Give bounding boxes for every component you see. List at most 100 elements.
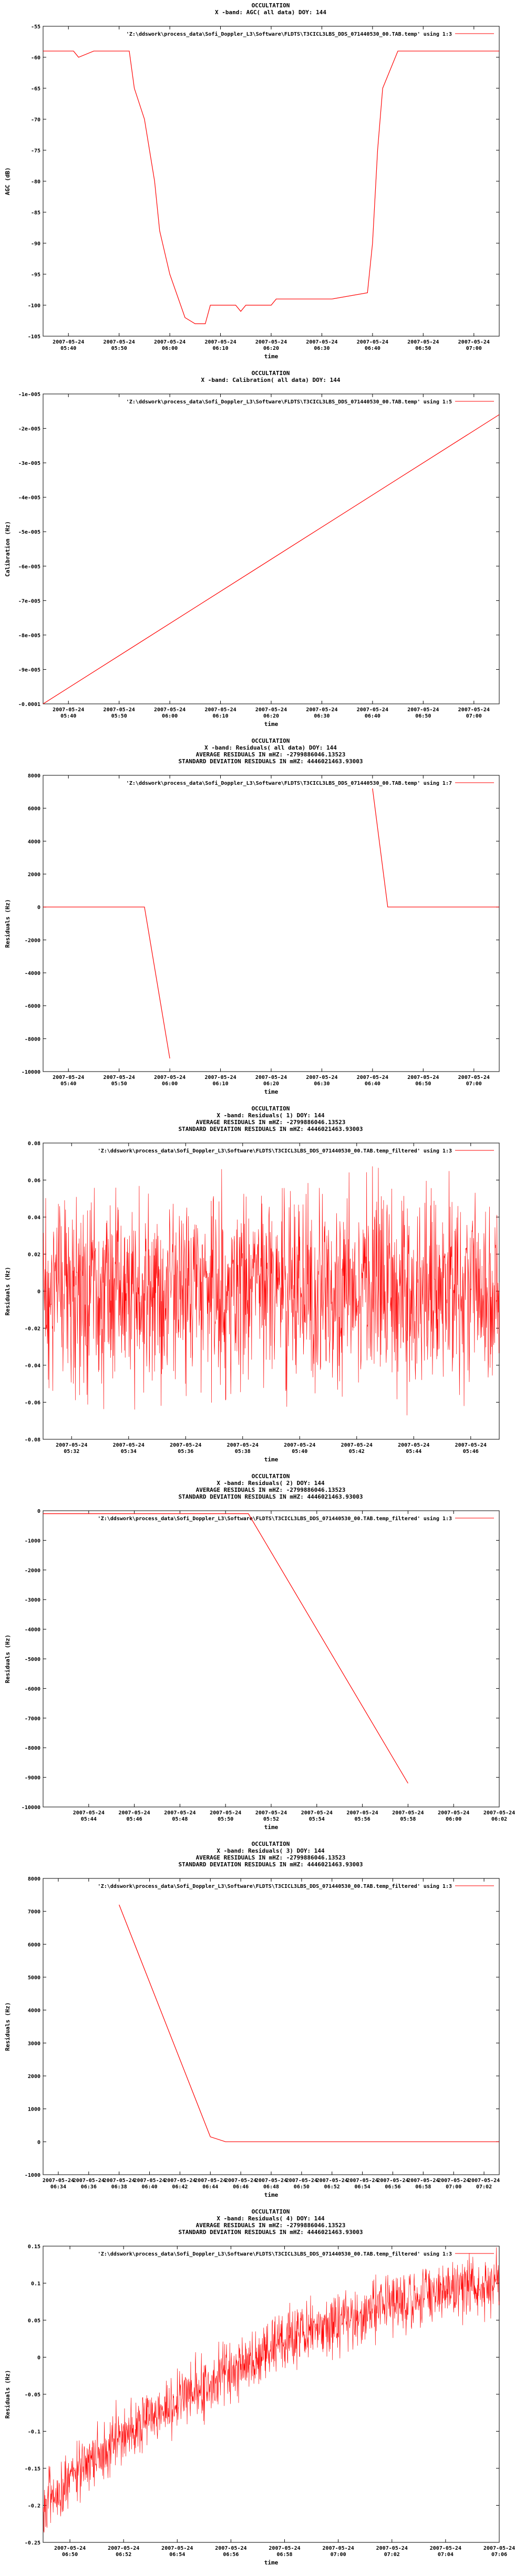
x-tick-label: 2007-05-24 <box>438 1810 469 1816</box>
x-axis-label: time <box>264 1824 279 1831</box>
legend-label: 'Z:\ddswork\process_data\Sofi_Doppler_L3… <box>126 780 452 786</box>
y-tick-label: 2000 <box>28 872 40 878</box>
chart-subtitle: X -band: Residuals( 2) DOY: 144 <box>217 1480 325 1487</box>
y-tick-label: -60 <box>31 55 40 61</box>
x-tick-label: 2007-05-24 <box>438 2178 469 2184</box>
x-tick-label: 2007-05-24 <box>255 707 287 713</box>
y-axis-label: Residuals (Hz) <box>4 1635 11 1684</box>
legend-label: 'Z:\ddswork\process_data\Sofi_Doppler_L3… <box>98 1515 452 1522</box>
x-tick-label: 06:38 <box>111 2184 127 2190</box>
x-tick-label: 2007-05-24 <box>215 2546 246 2551</box>
x-tick-label: 05:44 <box>81 1816 97 1822</box>
y-tick-label: -6000 <box>25 1686 40 1692</box>
x-tick-label: 06:54 <box>169 2552 185 2558</box>
y-tick-label: -0.06 <box>25 1400 40 1406</box>
x-tick-label: 2007-05-24 <box>269 2546 300 2551</box>
x-tick-label: 2007-05-24 <box>164 1810 195 1816</box>
x-tick-label: 2007-05-24 <box>284 1442 315 1448</box>
y-tick-label: 3000 <box>28 2041 40 2047</box>
x-tick-label: 06:10 <box>213 713 229 719</box>
x-tick-label: 2007-05-24 <box>458 707 490 713</box>
x-tick-label: 2007-05-24 <box>194 2178 226 2184</box>
y-tick-label: -0.15 <box>25 2466 40 2472</box>
legend-label: 'Z:\ddswork\process_data\Sofi_Doppler_L3… <box>98 1883 452 1889</box>
x-tick-label: 2007-05-24 <box>133 2178 165 2184</box>
x-tick-label: 2007-05-24 <box>316 2178 348 2184</box>
y-tick-label: -2000 <box>25 1568 40 1574</box>
x-tick-label: 2007-05-24 <box>357 339 388 345</box>
x-tick-label: 05:38 <box>235 1449 251 1455</box>
x-tick-label: 2007-05-24 <box>346 1810 378 1816</box>
chart-panel: OCCULTATION X -band: Residuals( 1) DOY: 1… <box>0 1103 515 1471</box>
plot-area <box>43 50 499 325</box>
series-line <box>372 788 499 908</box>
chart-subtitle: X -band: Residuals( 4) DOY: 144 <box>217 2215 325 2222</box>
x-tick-label: 2007-05-24 <box>210 1810 241 1816</box>
y-tick-label: -9e-005 <box>18 667 40 673</box>
x-tick-label: 2007-05-24 <box>43 2178 74 2184</box>
x-tick-label: 05:50 <box>218 1816 233 1822</box>
x-tick-label: 05:56 <box>355 1816 370 1822</box>
y-tick-label: -4000 <box>25 1627 40 1633</box>
x-tick-label: 2007-05-24 <box>306 339 337 345</box>
y-tick-label: 0.02 <box>28 1252 40 1258</box>
x-tick-label: 2007-05-24 <box>225 2178 256 2184</box>
x-tick-label: 06:40 <box>141 2184 157 2190</box>
legend-label: 'Z:\ddswork\process_data\Sofi_Doppler_L3… <box>98 2251 452 2257</box>
x-tick-label: 2007-05-24 <box>323 2546 354 2551</box>
chart-stat-line: STANDARD DEVIATION RESIDUALS IN mHZ: 444… <box>179 1861 363 1868</box>
x-tick-label: 06:50 <box>294 2184 310 2190</box>
y-tick-label: 0.05 <box>28 2318 40 2324</box>
y-tick-label: -4000 <box>25 971 40 977</box>
x-tick-label: 05:50 <box>111 346 127 351</box>
x-tick-label: 06:00 <box>162 713 178 719</box>
chart-panel: OCCULTATION X -band: Calibration( all dat… <box>0 368 515 735</box>
chart-panel: OCCULTATION X -band: Residuals( 4) DOY: 1… <box>0 2206 515 2574</box>
x-axis-label: time <box>264 1088 279 1095</box>
x-tick-label: 06:20 <box>263 713 279 719</box>
x-tick-label: 07:00 <box>331 2552 346 2558</box>
y-tick-label: 0 <box>37 905 40 911</box>
plot-frame <box>43 1878 500 2175</box>
y-tick-label: 0.08 <box>28 1141 40 1147</box>
x-tick-label: 06:30 <box>314 713 329 719</box>
x-tick-label: 06:56 <box>223 2552 239 2558</box>
x-tick-label: 2007-05-24 <box>73 1810 105 1816</box>
x-tick-label: 06:50 <box>415 713 431 719</box>
y-tick-label: 4000 <box>28 2008 40 2014</box>
x-tick-label: 06:02 <box>491 1816 507 1822</box>
chart-stat-line: STANDARD DEVIATION RESIDUALS IN mHZ: 444… <box>179 758 363 765</box>
chart-title: OCCULTATION <box>252 370 290 377</box>
chart-stat-line: AVERAGE RESIDUALS IN mHZ: -2799886046.13… <box>196 1487 346 1493</box>
y-tick-label: -80 <box>31 179 40 185</box>
x-tick-label: 06:56 <box>385 2184 400 2190</box>
x-tick-label: 06:58 <box>415 2184 431 2190</box>
y-tick-label: -0.04 <box>25 1363 40 1369</box>
x-tick-label: 2007-05-24 <box>53 339 84 345</box>
chart-stat-line: STANDARD DEVIATION RESIDUALS IN mHZ: 444… <box>179 1493 363 1500</box>
x-tick-label: 2007-05-24 <box>407 2178 439 2184</box>
y-tick-label: -0.05 <box>25 2392 40 2398</box>
x-tick-label: 2007-05-24 <box>164 2178 195 2184</box>
y-tick-label: -9000 <box>25 1775 40 1781</box>
chart-stat-line: AVERAGE RESIDUALS IN mHZ: -2799886046.13… <box>196 1854 346 1861</box>
y-tick-label: -3000 <box>25 1597 40 1603</box>
y-tick-label: 8000 <box>28 773 40 779</box>
x-tick-label: 2007-05-24 <box>392 1810 424 1816</box>
x-tick-label: 2007-05-24 <box>306 707 337 713</box>
y-tick-label: 0 <box>37 1289 40 1295</box>
x-tick-label: 05:50 <box>111 1081 127 1087</box>
y-tick-label: 0 <box>37 1509 40 1514</box>
y-tick-label: 4000 <box>28 839 40 845</box>
x-tick-label: 07:06 <box>491 2552 507 2558</box>
y-tick-label: 1000 <box>28 2107 40 2113</box>
y-tick-label: 8000 <box>28 1876 40 1882</box>
y-tick-label: -0.08 <box>25 1437 40 1443</box>
chart-subtitle: X -band: Residuals( 3) DOY: 144 <box>217 1847 325 1854</box>
y-tick-label: -5000 <box>25 1657 40 1663</box>
x-tick-label: 05:40 <box>60 713 76 719</box>
y-tick-label: 0 <box>37 2355 40 2361</box>
x-tick-label: 06:10 <box>213 1081 229 1087</box>
x-tick-label: 2007-05-24 <box>170 1442 201 1448</box>
